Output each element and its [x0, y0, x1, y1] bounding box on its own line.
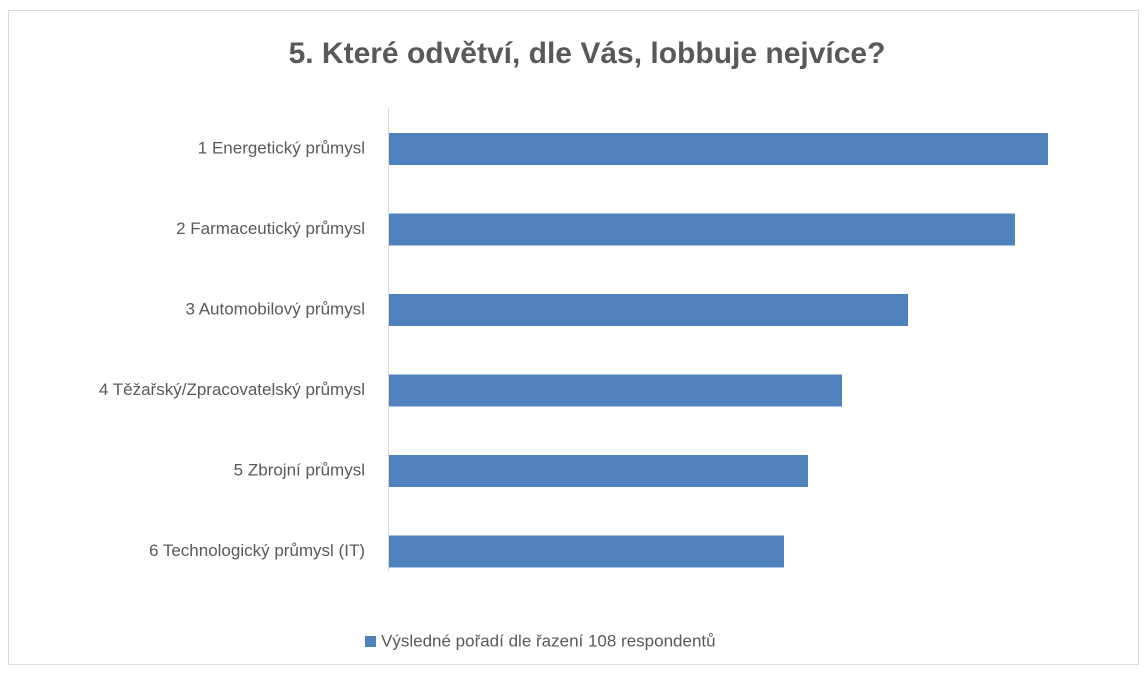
y-tick-label: 4 Těžařský/Zpracovatelský průmysl [99, 380, 365, 399]
y-tick-label: 3 Automobilový průmysl [185, 299, 365, 318]
y-tick-label: 2 Farmaceutický průmysl [176, 219, 365, 238]
bar [389, 374, 842, 407]
y-tick-label: 5 Zbrojní průmysl [234, 460, 365, 479]
legend-label: Výsledné pořadí dle řazení 108 responden… [381, 631, 716, 650]
chart-title: 5. Které odvětví, dle Vás, lobbuje nejví… [289, 37, 886, 70]
bar [389, 213, 1015, 246]
bar [389, 294, 908, 326]
legend-swatch [365, 636, 376, 647]
bar [389, 455, 808, 487]
bar [389, 535, 784, 568]
y-tick-label: 6 Technologický průmysl (IT) [149, 541, 365, 560]
y-tick-label: 1 Energetický průmysl [198, 138, 365, 157]
bar [389, 133, 1048, 165]
